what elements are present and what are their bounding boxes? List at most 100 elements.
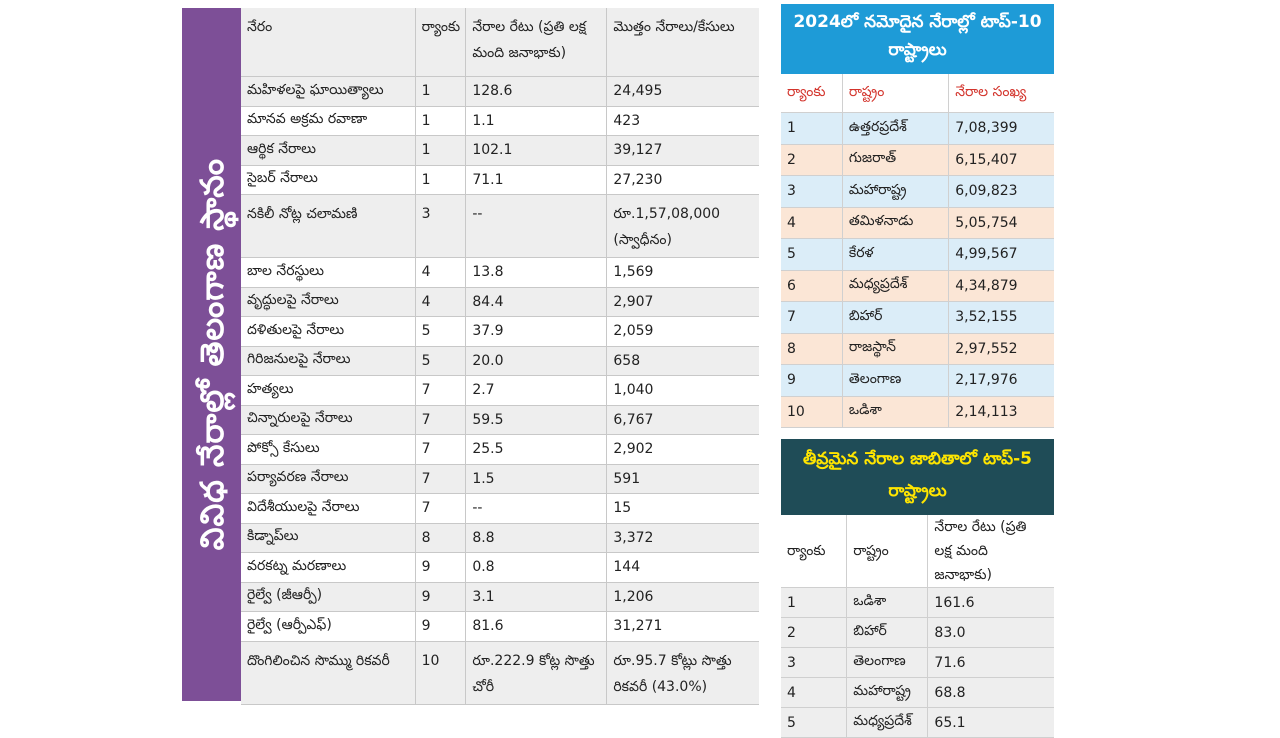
table-row: 5 మధ్యప్రదేశ్ 65.1 bbox=[781, 707, 1054, 738]
table-row: గిరిజనులపై నేరాలు 5 20.0 658 bbox=[241, 346, 759, 376]
table-cell: 68.8 bbox=[927, 677, 1054, 708]
table-cell: 0.8 bbox=[465, 552, 608, 583]
table-row: దొంగిలించిన సొమ్ము రికవరీ 10 రూ.222.9 కోట్… bbox=[241, 641, 759, 705]
table-cell: 24,495 bbox=[606, 76, 759, 107]
table-cell: పర్యావరణ నేరాలు bbox=[241, 464, 416, 494]
table-cell: 144 bbox=[606, 552, 759, 583]
table-cell: 2,059 bbox=[606, 316, 759, 347]
table-row: 3 మహారాష్ట్ర 6,09,823 bbox=[781, 175, 1054, 208]
table-cell: ఒడిశా bbox=[842, 396, 950, 428]
table-cell: 8 bbox=[415, 523, 467, 553]
table-cell: 1.1 bbox=[465, 106, 608, 136]
table-cell: 2 bbox=[781, 617, 848, 648]
table-cell: 591 bbox=[606, 464, 759, 494]
table-cell: 1,206 bbox=[606, 582, 759, 612]
table-cell: తమిళనాడు bbox=[842, 207, 950, 239]
table-cell: 2,907 bbox=[606, 287, 759, 317]
header-rank: ర్యాంకు bbox=[781, 74, 843, 113]
table-cell: 6 bbox=[781, 270, 843, 302]
table-cell: రూ.222.9 కోట్ల సొత్తు చోరీ bbox=[465, 641, 608, 705]
table-cell: సైబర్ నేరాలు bbox=[241, 165, 416, 195]
table-row: మానవ అక్రమ రవాణా 1 1.1 423 bbox=[241, 106, 759, 136]
table-cell: 161.6 bbox=[927, 587, 1054, 618]
table-cell: 1 bbox=[415, 165, 467, 195]
header-total: మొత్తం నేరాలు/కేసులు bbox=[606, 8, 759, 77]
table-cell: 2,14,113 bbox=[948, 396, 1054, 428]
table-cell: 5,05,754 bbox=[948, 207, 1054, 239]
table-cell: 7 bbox=[415, 405, 467, 435]
table-cell: 25.5 bbox=[465, 434, 608, 465]
table-cell: రాజస్థాన్ bbox=[842, 333, 950, 365]
header-rank: ర్యాంకు bbox=[781, 515, 848, 588]
table-cell: 8.8 bbox=[465, 523, 608, 553]
table-cell: 5 bbox=[415, 316, 467, 347]
table-cell: 3,52,155 bbox=[948, 301, 1054, 334]
side-banner-title: వివిధ నేరాల్లో తెలంగాణ స్థానం bbox=[193, 158, 231, 551]
table-cell: మధ్యప్రదేశ్ bbox=[846, 707, 929, 738]
table-cell: 84.4 bbox=[465, 287, 608, 317]
table-cell: 7 bbox=[415, 434, 467, 465]
table-cell: 1.5 bbox=[465, 464, 608, 494]
table-row: బాల నేరస్థులు 4 13.8 1,569 bbox=[241, 257, 759, 288]
table-row: రైల్వే (ఆర్పీఎఫ్) 9 81.6 31,271 bbox=[241, 611, 759, 642]
table-cell: 3.1 bbox=[465, 582, 608, 612]
table-cell: 39,127 bbox=[606, 135, 759, 166]
table-cell: 31,271 bbox=[606, 611, 759, 642]
table-cell: 7 bbox=[781, 301, 843, 334]
table-row: ఆర్థిక నేరాలు 1 102.1 39,127 bbox=[241, 135, 759, 166]
header-state: రాష్ట్రం bbox=[846, 515, 929, 588]
table-cell: 81.6 bbox=[465, 611, 608, 642]
top10-table: ర్యాంకు రాష్ట్రం నేరాల సంఖ్య 1 ఉత్తరప్రదే… bbox=[781, 74, 1054, 428]
table-cell: 27,230 bbox=[606, 165, 759, 195]
table-cell: నకిలీ నోట్ల చలామణి bbox=[241, 194, 416, 258]
table-cell: గిరిజనులపై నేరాలు bbox=[241, 346, 416, 376]
header-rate: నేరాల రేటు (ప్రతి లక్ష మంది జనాభాకు) bbox=[927, 515, 1054, 588]
table-cell: 6,15,407 bbox=[948, 144, 1054, 176]
table-cell: మధ్యప్రదేశ్ bbox=[842, 270, 950, 302]
table-header-row: ర్యాంకు రాష్ట్రం నేరాల రేటు (ప్రతి లక్ష … bbox=[781, 515, 1054, 588]
table-header-row: ర్యాంకు రాష్ట్రం నేరాల సంఖ్య bbox=[781, 74, 1054, 113]
table-cell: దళితులపై నేరాలు bbox=[241, 316, 416, 347]
serious-crimes-panel: తీవ్రమైన నేరాల జాబితాలో టాప్-5 రాష్ట్రాల… bbox=[781, 439, 1054, 738]
table-header-row: నేరం ర్యాంకు నేరాల రేటు (ప్రతి లక్ష మంది… bbox=[241, 8, 759, 77]
table-cell: రైల్వే (జీఆర్పీ) bbox=[241, 582, 416, 612]
table-cell: గుజరాత్ bbox=[842, 144, 950, 176]
top10-states-panel: 2024లో నమోదైన నేరాల్లో టాప్-10 రాష్ట్రాల… bbox=[781, 4, 1054, 428]
table-cell: కేరళ bbox=[842, 238, 950, 271]
table-row: 8 రాజస్థాన్ 2,97,552 bbox=[781, 333, 1054, 365]
header-count: నేరాల సంఖ్య bbox=[948, 74, 1054, 113]
table-cell: 8 bbox=[781, 333, 843, 365]
table-cell: ఒడిశా bbox=[846, 587, 929, 618]
table-row: పర్యావరణ నేరాలు 7 1.5 591 bbox=[241, 464, 759, 494]
table-cell: 7,08,399 bbox=[948, 112, 1054, 145]
header-rank: ర్యాంకు bbox=[415, 8, 467, 77]
table-cell: -- bbox=[465, 493, 608, 524]
table-row: 7 బిహార్ 3,52,155 bbox=[781, 301, 1054, 334]
table-row: 9 తెలంగాణ 2,17,976 bbox=[781, 364, 1054, 397]
table-cell: 71.6 bbox=[927, 647, 1054, 678]
table-cell: 658 bbox=[606, 346, 759, 376]
table-cell: 9 bbox=[415, 611, 467, 642]
table-row: 1 ఒడిశా 161.6 bbox=[781, 587, 1054, 618]
table-cell: 6,09,823 bbox=[948, 175, 1054, 208]
table-cell: వృద్ధులపై నేరాలు bbox=[241, 287, 416, 317]
table-cell: 65.1 bbox=[927, 707, 1054, 738]
table-row: 6 మధ్యప్రదేశ్ 4,34,879 bbox=[781, 270, 1054, 302]
table-row: 1 ఉత్తరప్రదేశ్ 7,08,399 bbox=[781, 112, 1054, 145]
table-cell: మహారాష్ట్ర bbox=[846, 677, 929, 708]
table-row: 2 బిహార్ 83.0 bbox=[781, 617, 1054, 648]
table-cell: కిడ్నాప్‌లు bbox=[241, 523, 416, 553]
table-cell: 5 bbox=[781, 238, 843, 271]
table-row: 2 గుజరాత్ 6,15,407 bbox=[781, 144, 1054, 176]
table-cell: ఆర్థిక నేరాలు bbox=[241, 135, 416, 166]
table-row: 5 కేరళ 4,99,567 bbox=[781, 238, 1054, 271]
table-cell: రూ.1,57,08,000 (స్వాధీనం) bbox=[606, 194, 759, 258]
header-state: రాష్ట్రం bbox=[842, 74, 950, 113]
table-cell: 4,99,567 bbox=[948, 238, 1054, 271]
table-cell: 1 bbox=[415, 106, 467, 136]
table-cell: బిహార్ bbox=[842, 301, 950, 334]
table-cell: 7 bbox=[415, 375, 467, 406]
table-row: పోక్సో కేసులు 7 25.5 2,902 bbox=[241, 434, 759, 465]
table-cell: 71.1 bbox=[465, 165, 608, 195]
table-cell: తెలంగాణ bbox=[842, 364, 950, 397]
